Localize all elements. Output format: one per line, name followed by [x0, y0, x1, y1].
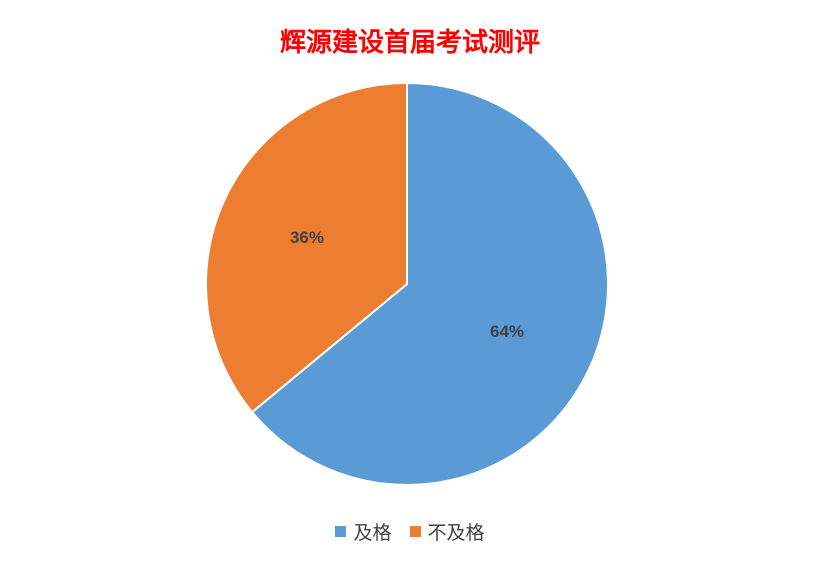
legend-label: 不及格	[427, 522, 485, 544]
legend-item-pass: 及格	[335, 518, 391, 545]
data-label-1: 36%	[290, 228, 324, 247]
pie-slice-1	[205, 81, 408, 414]
chart-title: 辉源建设首届考试测评	[279, 28, 540, 58]
legend-swatch	[409, 526, 421, 537]
legend-label: 及格	[353, 522, 392, 544]
legend-item-fail: 不及格	[409, 518, 485, 545]
legend: 及格 不及格	[0, 518, 820, 545]
pie-slice-0	[250, 81, 609, 486]
data-label-0: 64%	[490, 322, 524, 341]
legend-swatch	[335, 526, 347, 537]
